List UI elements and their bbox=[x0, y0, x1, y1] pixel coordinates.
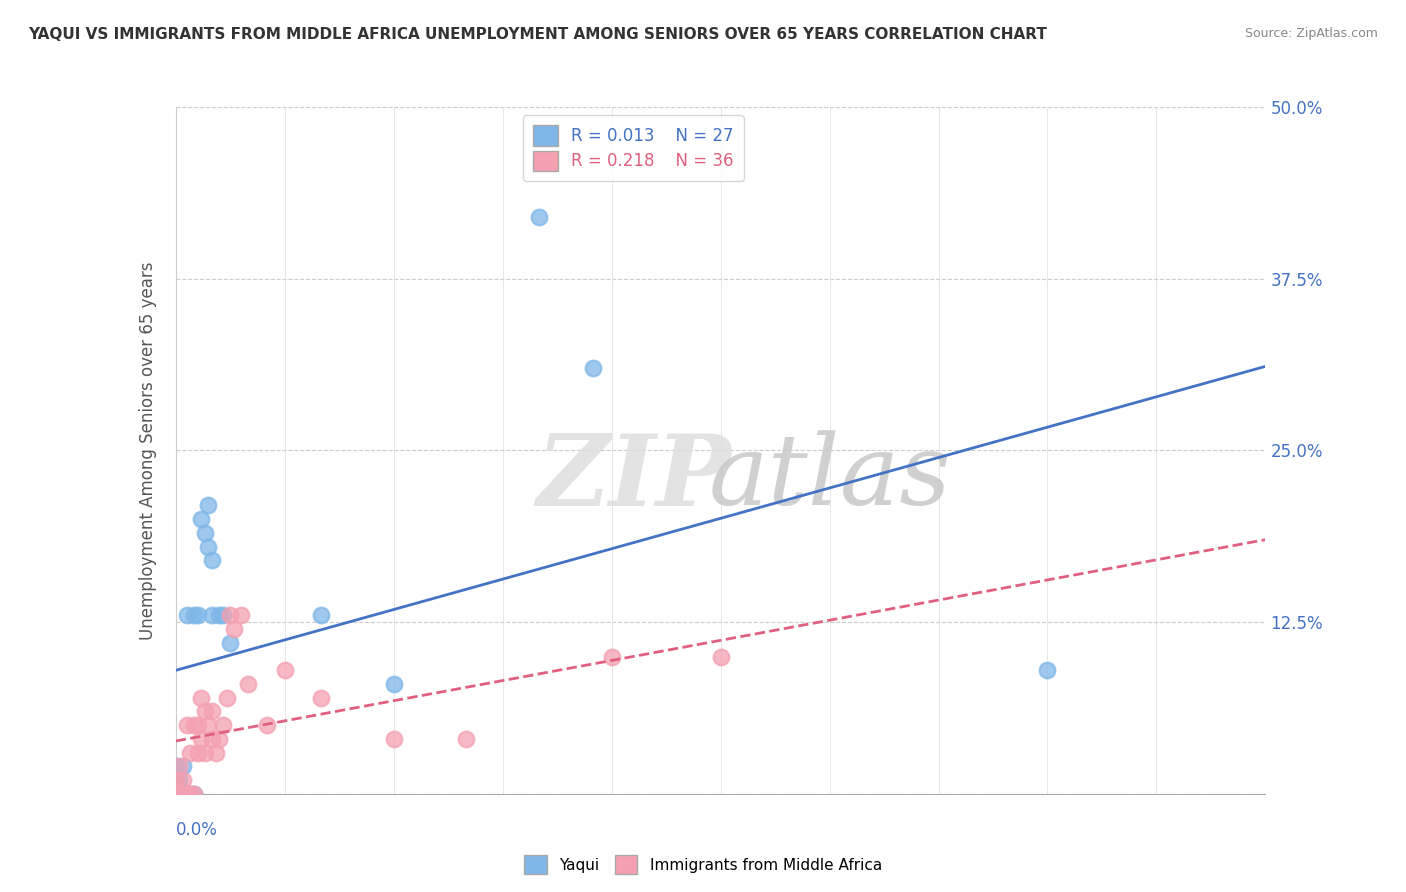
Point bbox=[169, 787, 191, 801]
Point bbox=[219, 608, 242, 623]
Point bbox=[309, 608, 332, 623]
Legend: R = 0.013    N = 27, R = 0.218    N = 36: R = 0.013 N = 27, R = 0.218 N = 36 bbox=[523, 115, 744, 181]
Point bbox=[274, 663, 297, 677]
Point bbox=[172, 759, 194, 773]
Point bbox=[208, 608, 231, 623]
Point bbox=[183, 787, 205, 801]
Point bbox=[208, 731, 231, 746]
Point bbox=[172, 773, 194, 788]
Point bbox=[169, 759, 191, 773]
Point bbox=[309, 690, 332, 705]
Point bbox=[256, 718, 278, 732]
Point bbox=[197, 718, 219, 732]
Point bbox=[165, 759, 187, 773]
Point bbox=[172, 787, 194, 801]
Point bbox=[165, 787, 187, 801]
Point bbox=[382, 731, 405, 746]
Point bbox=[165, 773, 187, 788]
Point bbox=[190, 512, 212, 526]
Point bbox=[238, 677, 260, 691]
Point bbox=[222, 622, 245, 636]
Point bbox=[179, 787, 201, 801]
Point bbox=[201, 705, 224, 719]
Point bbox=[194, 705, 217, 719]
Point bbox=[219, 636, 242, 650]
Point bbox=[600, 649, 623, 664]
Point bbox=[176, 787, 198, 801]
Text: Source: ZipAtlas.com: Source: ZipAtlas.com bbox=[1244, 27, 1378, 40]
Point bbox=[197, 540, 219, 554]
Point bbox=[179, 746, 201, 760]
Point bbox=[201, 608, 224, 623]
Point bbox=[179, 787, 201, 801]
Text: atlas: atlas bbox=[709, 430, 950, 525]
Point bbox=[165, 773, 187, 788]
Point bbox=[456, 731, 478, 746]
Point bbox=[183, 608, 205, 623]
Point bbox=[194, 525, 217, 540]
Text: 0.0%: 0.0% bbox=[176, 822, 218, 839]
Text: ZIP: ZIP bbox=[536, 430, 731, 526]
Y-axis label: Unemployment Among Seniors over 65 years: Unemployment Among Seniors over 65 years bbox=[139, 261, 157, 640]
Point bbox=[204, 746, 226, 760]
Point bbox=[710, 649, 733, 664]
Point bbox=[176, 718, 198, 732]
Point bbox=[201, 731, 224, 746]
Point bbox=[183, 787, 205, 801]
Point bbox=[186, 608, 209, 623]
Point bbox=[186, 746, 209, 760]
Point bbox=[165, 787, 187, 801]
Point bbox=[215, 690, 238, 705]
Point bbox=[169, 773, 191, 788]
Point bbox=[176, 787, 198, 801]
Point bbox=[190, 731, 212, 746]
Point bbox=[527, 210, 550, 224]
Point bbox=[231, 608, 253, 623]
Point bbox=[194, 746, 217, 760]
Point bbox=[1036, 663, 1059, 677]
Point bbox=[382, 677, 405, 691]
Point bbox=[186, 718, 209, 732]
Point bbox=[201, 553, 224, 567]
Point bbox=[212, 608, 235, 623]
Point bbox=[183, 718, 205, 732]
Point bbox=[176, 608, 198, 623]
Point bbox=[212, 718, 235, 732]
Text: YAQUI VS IMMIGRANTS FROM MIDDLE AFRICA UNEMPLOYMENT AMONG SENIORS OVER 65 YEARS : YAQUI VS IMMIGRANTS FROM MIDDLE AFRICA U… bbox=[28, 27, 1047, 42]
Point bbox=[172, 787, 194, 801]
Legend: Yaqui, Immigrants from Middle Africa: Yaqui, Immigrants from Middle Africa bbox=[517, 849, 889, 880]
Point bbox=[197, 499, 219, 513]
Point bbox=[190, 690, 212, 705]
Point bbox=[582, 361, 605, 376]
Point bbox=[169, 787, 191, 801]
